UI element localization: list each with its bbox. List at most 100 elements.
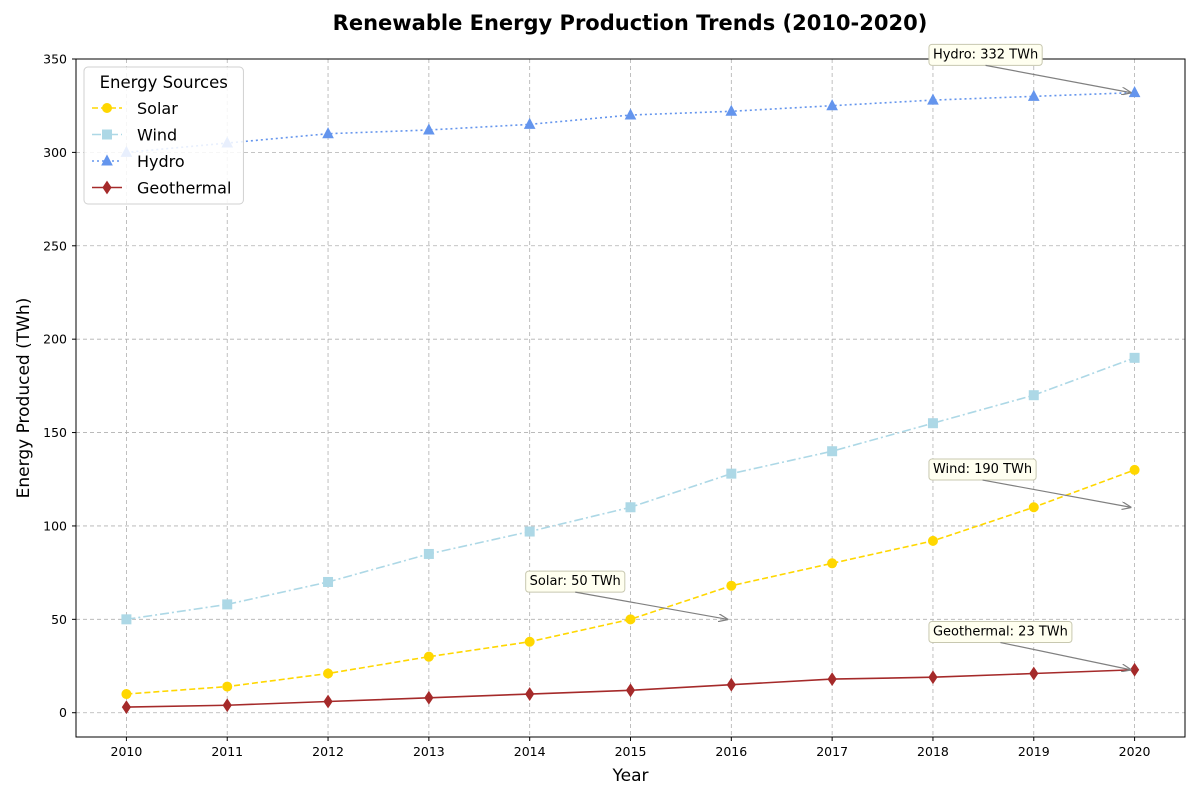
y-tick-label: 300: [43, 145, 67, 160]
y-tick-label: 250: [43, 238, 67, 253]
x-tick-label: 2011: [211, 744, 243, 759]
data-point-hydro: [1128, 86, 1141, 98]
legend-label: Solar: [137, 99, 178, 118]
chart-title: Renewable Energy Production Trends (2010…: [333, 11, 928, 35]
legend-item-solar: Solar: [92, 99, 178, 118]
data-point-solar: [121, 689, 132, 700]
data-point-geothermal: [121, 700, 132, 715]
annotation-text: Wind: 190 TWh: [933, 462, 1032, 477]
data-point-geothermal: [625, 683, 636, 698]
x-tick-label: 2012: [312, 744, 344, 759]
legend-box: [83, 66, 244, 205]
data-point-solar: [222, 681, 233, 692]
data-point-hydro: [1027, 89, 1040, 101]
x-tick-label: 2020: [1119, 744, 1151, 759]
annotation-arrow: [575, 591, 727, 619]
data-point-hydro: [322, 127, 334, 139]
data-point-hydro: [423, 123, 435, 135]
data-point-wind: [927, 418, 938, 429]
series-lines: [120, 86, 1141, 715]
data-point-wind: [1129, 352, 1140, 363]
legend-marker: [102, 103, 112, 113]
legend-item-wind: Wind: [92, 126, 177, 145]
annotation-text: Geothermal: 23 TWh: [933, 625, 1068, 640]
data-point-hydro: [624, 108, 637, 120]
data-point-wind: [1028, 390, 1039, 401]
grid: [76, 58, 1185, 737]
data-point-geothermal: [525, 687, 535, 701]
data-point-solar: [1028, 502, 1039, 513]
annotation-text: Hydro: 332 TWh: [933, 47, 1038, 62]
legend-item-geothermal: Geothermal: [92, 179, 231, 198]
data-point-geothermal: [1129, 662, 1140, 677]
annotation: Geothermal: 23 TWh: [928, 621, 1131, 670]
legend: Energy Sources Solar Wind Hydro Geothermal: [83, 66, 244, 205]
data-point-wind: [222, 599, 233, 610]
annotations: Hydro: 332 TWh Wind: 190 TWh Solar: 50 TWh…: [525, 43, 1131, 670]
annotation-text: Solar: 50 TWh: [530, 574, 621, 589]
data-point-geothermal: [323, 694, 333, 709]
y-tick-label: 50: [51, 612, 67, 627]
y-tick-label: 150: [43, 425, 67, 440]
x-tick-label: 2014: [514, 744, 546, 759]
data-point-hydro: [725, 104, 738, 116]
annotation-arrow: [982, 479, 1131, 507]
data-point-solar: [1129, 464, 1140, 475]
data-point-geothermal: [726, 677, 736, 692]
y-axis-label: Energy Produced (TWh): [14, 298, 34, 499]
data-point-hydro: [523, 117, 536, 129]
data-point-solar: [726, 580, 737, 591]
data-point-solar: [423, 651, 434, 662]
y-tick-label: 0: [59, 705, 67, 720]
data-point-geothermal: [827, 672, 837, 687]
data-point-wind: [726, 468, 737, 479]
data-point-solar: [827, 558, 838, 569]
axis-ticks: 2010 2011 2012 2013 2014 2015 2016 2017 2018 2019…: [43, 52, 1150, 760]
data-point-hydro: [826, 99, 838, 111]
x-tick-label: 2010: [111, 744, 143, 759]
x-axis-label: Year: [612, 766, 649, 786]
x-tick-label: 2017: [816, 744, 848, 759]
data-point-wind: [524, 526, 535, 537]
data-point-wind: [121, 614, 132, 625]
data-point-geothermal: [222, 698, 232, 713]
legend-marker: [102, 129, 112, 140]
annotation-arrow: [1000, 641, 1130, 670]
x-tick-label: 2019: [1018, 744, 1050, 759]
data-point-geothermal: [424, 690, 434, 705]
data-point-wind: [625, 502, 636, 513]
legend-item-hydro: Hydro: [92, 152, 185, 171]
annotation: Wind: 190 TWh: [928, 458, 1131, 507]
series-solar: [121, 464, 1140, 700]
annotation-arrow: [985, 64, 1131, 92]
series-geothermal: [121, 662, 1140, 715]
x-tick-label: 2013: [413, 744, 445, 759]
data-point-wind: [423, 548, 434, 559]
data-point-hydro: [927, 93, 939, 105]
data-point-geothermal: [1029, 666, 1039, 681]
legend-marker: [102, 180, 112, 195]
series-line-solar: [126, 469, 1135, 695]
y-tick-label: 350: [43, 52, 67, 67]
annotation: Solar: 50 TWh: [525, 570, 728, 619]
series-wind: [121, 352, 1140, 625]
data-point-solar: [323, 668, 334, 679]
data-point-geothermal: [928, 670, 938, 685]
legend-title: Energy Sources: [100, 73, 228, 92]
annotation: Hydro: 332 TWh: [928, 43, 1131, 92]
x-tick-label: 2018: [917, 744, 949, 759]
x-tick-label: 2015: [615, 744, 647, 759]
legend-label: Geothermal: [137, 179, 231, 198]
data-point-wind: [323, 576, 334, 587]
data-point-solar: [524, 636, 535, 647]
x-tick-label: 2016: [715, 744, 747, 759]
data-point-solar: [927, 535, 938, 546]
data-point-wind: [827, 446, 838, 457]
legend-marker: [101, 154, 113, 166]
y-tick-label: 200: [43, 332, 67, 347]
y-tick-label: 100: [43, 518, 67, 533]
legend-label: Hydro: [137, 152, 185, 171]
data-point-solar: [625, 614, 636, 625]
legend-label: Wind: [137, 126, 177, 145]
